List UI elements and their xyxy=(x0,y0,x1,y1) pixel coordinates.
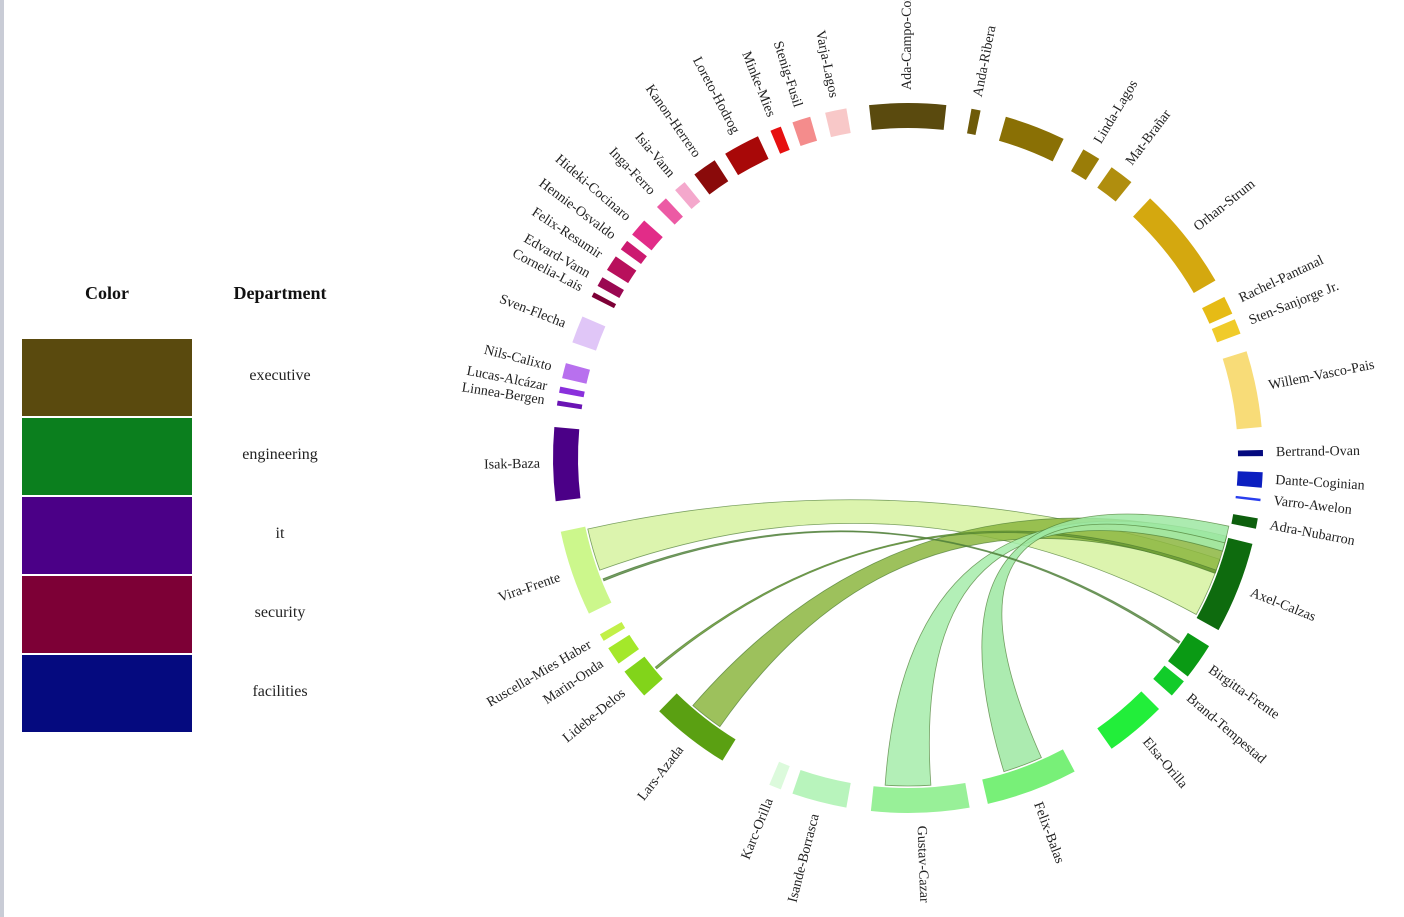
chord-arc-edvard-vann[interactable] xyxy=(597,277,624,299)
chord-label-minke-mies: Minke-Mies xyxy=(738,49,778,119)
chord-arc-sven-flecha[interactable] xyxy=(572,316,606,351)
chord-label-adra-nubarron: Adra-Nubarron xyxy=(1268,518,1356,549)
chord-arc-willem-vasco-pais[interactable] xyxy=(1222,351,1262,430)
chord-arc-kanon-herrero[interactable] xyxy=(694,160,729,195)
chord-arc-isak-baza[interactable] xyxy=(553,427,581,502)
chord-arc-inga-ferro[interactable] xyxy=(656,198,683,225)
legend-swatch-engineering xyxy=(22,418,192,495)
chord-arc-isande-borrasca[interactable] xyxy=(792,770,851,808)
chord-arc-loreto-hodrog[interactable] xyxy=(725,136,769,176)
chord-arc-lucas-alc-zar[interactable] xyxy=(559,386,585,398)
chord-arc-marin-onda[interactable] xyxy=(608,634,640,664)
legend-label-it: it xyxy=(275,525,285,542)
chord-label-gustav-cazar: Gustav-Cazar xyxy=(914,826,932,904)
chord-arc-stenig-fusil[interactable] xyxy=(792,116,818,146)
chord-arc-hideki-cocinaro[interactable] xyxy=(632,220,663,251)
legend-label-executive: executive xyxy=(249,367,311,384)
chord-arc-axel-calzas[interactable] xyxy=(1196,537,1253,631)
chord-link-axel-calzas-to-gustav-cazar[interactable] xyxy=(884,520,1228,787)
chord-link-axel-calzas-to-felix-balas[interactable] xyxy=(981,513,1230,773)
chord-label-stenig-fusil: Stenig-Fusil xyxy=(770,39,805,109)
chord-label-mat-bra-ar: Mat-Brañar xyxy=(1123,107,1174,168)
chord-arc-karc-orilla[interactable] xyxy=(769,761,790,790)
chord-arc-varja-lagos[interactable] xyxy=(825,108,851,138)
chord-arc-lars-azada[interactable] xyxy=(659,693,736,761)
chord-label-elsa-orilla: Elsa-Orilla xyxy=(1139,735,1190,792)
chord-arc-vira-frente[interactable] xyxy=(560,526,612,614)
chord-arc-adra-nubarron[interactable] xyxy=(1231,514,1258,529)
chord-arc-ada-campo-corrente[interactable] xyxy=(869,103,947,130)
chord-arc-unlabeled-2[interactable] xyxy=(998,116,1064,162)
legend-swatch-executive xyxy=(22,339,192,416)
chord-arc-felix-resumir[interactable] xyxy=(606,256,637,284)
chord-arc-bertrand-ovan[interactable] xyxy=(1237,449,1263,457)
chord-arc-orhan-strum[interactable] xyxy=(1133,198,1216,293)
chord-label-varro-awelon: Varro-Awelon xyxy=(1273,494,1353,518)
chord-arc-isia-vann[interactable] xyxy=(675,182,701,209)
legend-department-header: Department xyxy=(233,283,327,303)
chord-label-linda-lagos: Linda-Lagos xyxy=(1091,78,1141,147)
chord-label-felix-balas: Felix-Balas xyxy=(1030,800,1067,866)
chord-label-isak-baza: Isak-Baza xyxy=(484,457,541,473)
chord-label-axel-calzas: Axel-Calzas xyxy=(1248,586,1318,625)
chord-arc-gustav-cazar[interactable] xyxy=(870,782,970,813)
chord-label-karc-orilla: Karc-Orilla xyxy=(739,796,777,862)
chord-arc-linda-lagos[interactable] xyxy=(1071,149,1100,180)
chord-arc-hennie-osvaldo[interactable] xyxy=(620,240,647,265)
chord-label-willem-vasco-pais: Willem-Vasco-Pais xyxy=(1267,358,1375,394)
chord-arc-felix-balas[interactable] xyxy=(982,749,1075,804)
chord-arc-minke-mies[interactable] xyxy=(770,126,790,154)
chord-label-ada-campo-corrente: Ada-Campo-Corrente xyxy=(900,0,915,90)
chord-arc-birgitta-frente[interactable] xyxy=(1168,632,1210,677)
legend-label-facilities: facilities xyxy=(252,683,308,700)
chord-diagram: Ada-Campo-Corrente Anda-Ribera Linda-Lagos… xyxy=(461,0,1376,905)
chord-label-lidebe-delos: Lidebe-Delos xyxy=(560,686,628,746)
department-legend: Color Department executive engineering i… xyxy=(0,0,400,917)
chord-arc-sten-sanjorge-jr[interactable] xyxy=(1211,319,1241,343)
chord-arc-ruscella-mies-haber[interactable] xyxy=(599,622,626,641)
chord-label-anda-ribera: Anda-Ribera xyxy=(971,24,1000,99)
legend-label-security: security xyxy=(254,604,306,621)
legend-swatch-it xyxy=(22,497,192,574)
chord-arc-lidebe-delos[interactable] xyxy=(624,656,663,696)
chord-label-lars-azada: Lars-Azada xyxy=(635,743,688,804)
chord-label-dante-coginian: Dante-Coginian xyxy=(1275,473,1365,494)
window-left-border xyxy=(0,0,4,917)
chord-label-sven-flecha: Sven-Flecha xyxy=(497,292,568,332)
chord-label-isande-borrasca: Isande-Borrasca xyxy=(786,812,823,905)
chord-arc-dante-coginian[interactable] xyxy=(1236,471,1263,488)
chord-arc-rachel-pantanal[interactable] xyxy=(1202,296,1233,324)
chord-arc-mat-bra-ar[interactable] xyxy=(1097,167,1132,202)
chord-link-birgitta-frente-to-vira-frente[interactable] xyxy=(602,530,1181,644)
chord-arc-cornelia-lais[interactable] xyxy=(591,292,617,309)
chord-links xyxy=(587,499,1230,787)
chord-label-varja-lagos: Varja-Lagos xyxy=(812,29,841,99)
legend-swatch-facilities xyxy=(22,655,192,732)
chord-arc-anda-ribera[interactable] xyxy=(967,108,981,135)
chord-arc-varro-awelon[interactable] xyxy=(1235,495,1261,502)
chord-link-axel-calzas-to-marin-onda[interactable] xyxy=(654,530,1217,670)
legend-color-header: Color xyxy=(85,283,129,303)
legend-swatch-security xyxy=(22,576,192,653)
chord-label-loreto-hodrog: Loreto-Hodrog xyxy=(689,55,742,137)
chord-arc-brand-tempestad[interactable] xyxy=(1153,665,1184,696)
chord-arc-elsa-orilla[interactable] xyxy=(1097,691,1160,749)
chord-arcs xyxy=(553,103,1263,813)
chord-label-orhan-strum: Orhan-Strum xyxy=(1191,177,1258,235)
chord-arc-linnea-bergen[interactable] xyxy=(556,400,583,410)
chord-label-vira-frente: Vira-Frente xyxy=(497,570,563,605)
legend-label-engineering: engineering xyxy=(242,446,318,463)
chord-arc-nils-calixto[interactable] xyxy=(562,363,591,384)
chord-label-bertrand-ovan: Bertrand-Ovan xyxy=(1276,444,1360,460)
